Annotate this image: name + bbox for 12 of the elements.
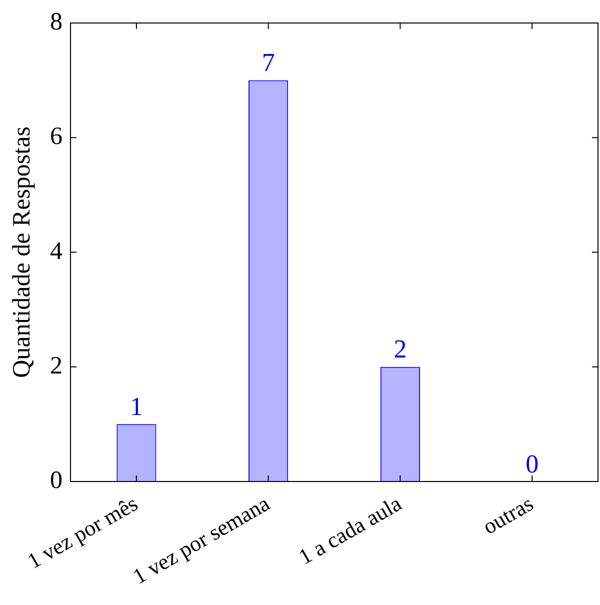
y-tick-label: 0	[50, 467, 62, 494]
y-tick-label: 2	[50, 352, 62, 380]
x-tick-label: outras	[478, 490, 538, 540]
data-label: 0	[526, 449, 539, 478]
data-label: 7	[262, 48, 275, 78]
y-tick-label: 8	[50, 8, 62, 36]
data-label: 2	[394, 334, 407, 364]
y-tick-label: 4	[50, 238, 63, 265]
x-tick-label: 1 a cada aula	[294, 490, 406, 570]
y-tick-label: 6	[50, 123, 62, 150]
data-label: 1	[130, 392, 143, 421]
y-axis-title: Quantidade de Respostas	[8, 126, 36, 378]
